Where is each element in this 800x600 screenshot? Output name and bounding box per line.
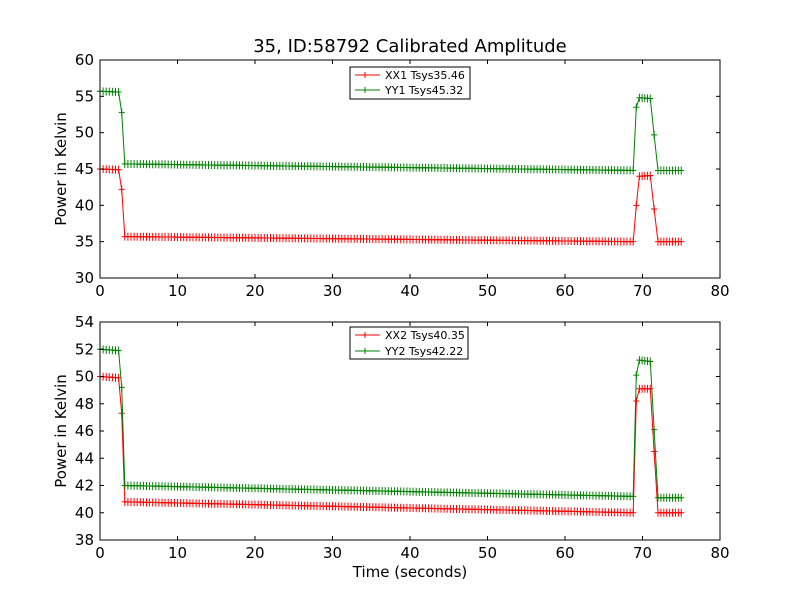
data-point-xx2 — [678, 508, 685, 517]
bottom-plot-panel: 0 10 20 30 40 50 60 70 80 38 40 42 44 46 48 50 52 54 Powe… — [52, 313, 730, 581]
data-point-xx1 — [630, 237, 637, 246]
data-point-yy2 — [678, 493, 685, 502]
data-point-yy1 — [651, 130, 658, 139]
top-y-tick-label: 45 — [75, 160, 94, 178]
series-markers-yy1 — [97, 87, 685, 175]
data-point-xx1 — [651, 204, 658, 213]
data-point-xx1 — [633, 201, 640, 210]
data-point-xx2 — [651, 447, 658, 456]
bottom-y-tick-label: 52 — [75, 340, 94, 358]
data-point-yy2 — [118, 383, 125, 392]
bottom-x-tick-label: 80 — [710, 544, 729, 562]
legend-label-xx2: XX2 Tsys40.35 — [385, 329, 465, 342]
data-point-xx1 — [678, 237, 685, 246]
top-plot-panel: 0 10 20 30 40 50 60 70 80 30 35 40 45 50 55 60 Power in… — [52, 51, 730, 300]
top-x-tick-label: 20 — [245, 282, 264, 300]
series-markers-xx1 — [97, 165, 685, 246]
data-point-xx2 — [118, 409, 125, 418]
top-x-tick-label: 40 — [400, 282, 419, 300]
bottom-x-tick-label: 30 — [323, 544, 342, 562]
top-plot-ticks: 0 10 20 30 40 50 60 70 80 30 35 40 45 50 55 60 — [75, 51, 730, 300]
data-point-yy2 — [115, 346, 122, 355]
data-point-xx1 — [647, 171, 654, 180]
data-point-yy1 — [118, 108, 125, 117]
data-point-xx2 — [630, 508, 637, 517]
bottom-y-tick-label: 38 — [75, 531, 94, 549]
data-point-xx1 — [118, 185, 125, 194]
data-point-yy2 — [651, 425, 658, 434]
top-x-tick-label: 0 — [95, 282, 105, 300]
bottom-y-tick-label: 46 — [75, 422, 94, 440]
data-point-yy2 — [647, 357, 654, 366]
top-legend: XX1 Tsys35.46 YY1 Tsys45.32 — [349, 66, 471, 100]
top-plot-data — [97, 87, 685, 246]
legend-label-xx1: XX1 Tsys35.46 — [385, 69, 465, 82]
legend-marker-xx1 — [362, 72, 368, 78]
data-point-yy2 — [630, 492, 637, 501]
bottom-legend-box — [349, 326, 469, 360]
legend-label-yy1: YY1 Tsys45.32 — [384, 84, 463, 97]
bottom-legend: XX2 Tsys40.35 YY2 Tsys42.22 — [349, 326, 469, 360]
legend-marker-xx2 — [362, 332, 368, 338]
series-markers-xx2 — [97, 372, 685, 517]
legend-marker-yy1 — [362, 87, 368, 93]
bottom-x-tick-label: 60 — [555, 544, 574, 562]
data-point-yy1 — [647, 94, 654, 103]
top-x-tick-label: 60 — [555, 282, 574, 300]
bottom-y-tick-label: 50 — [75, 368, 94, 386]
top-y-tick-label: 30 — [75, 269, 94, 287]
bottom-plot-data — [97, 345, 685, 517]
data-point-yy1 — [115, 87, 122, 96]
top-y-tick-label: 60 — [75, 51, 94, 69]
bottom-y-tick-label: 42 — [75, 477, 94, 495]
data-point-yy2 — [633, 371, 640, 380]
bottom-x-tick-label: 70 — [633, 544, 652, 562]
top-legend-box — [349, 66, 471, 100]
bottom-y-tick-label: 54 — [75, 313, 94, 331]
data-point-yy1 — [633, 103, 640, 112]
top-y-tick-label: 40 — [75, 196, 94, 214]
top-y-tick-label: 50 — [75, 124, 94, 142]
bottom-plot-ticks: 0 10 20 30 40 50 60 70 80 38 40 42 44 46 48 50 52 54 — [75, 313, 730, 562]
series-markers-yy2 — [97, 345, 685, 502]
bottom-y-tick-label: 40 — [75, 504, 94, 522]
bottom-x-tick-label: 50 — [478, 544, 497, 562]
bottom-y-axis-label: Power in Kelvin — [52, 374, 70, 488]
bottom-x-tick-label: 10 — [168, 544, 187, 562]
bottom-x-tick-label: 0 — [95, 544, 105, 562]
top-y-tick-label: 35 — [75, 233, 94, 251]
data-point-xx1 — [115, 165, 122, 174]
top-x-tick-label: 80 — [710, 282, 729, 300]
top-x-tick-label: 30 — [323, 282, 342, 300]
data-point-xx2 — [633, 397, 640, 406]
top-y-axis-label: Power in Kelvin — [52, 112, 70, 226]
bottom-y-tick-label: 48 — [75, 395, 94, 413]
legend-marker-yy2 — [362, 348, 368, 354]
top-x-tick-label: 50 — [478, 282, 497, 300]
top-x-tick-label: 70 — [633, 282, 652, 300]
data-point-yy1 — [630, 166, 637, 175]
bottom-x-tick-label: 20 — [245, 544, 264, 562]
bottom-x-tick-label: 40 — [400, 544, 419, 562]
top-y-tick-label: 55 — [75, 87, 94, 105]
data-point-yy1 — [678, 166, 685, 175]
top-x-tick-label: 10 — [168, 282, 187, 300]
legend-label-yy2: YY2 Tsys42.22 — [384, 345, 463, 358]
bottom-y-tick-label: 44 — [75, 449, 94, 467]
chart-title: 35, ID:58792 Calibrated Amplitude — [253, 36, 567, 57]
x-axis-label: Time (seconds) — [352, 563, 468, 581]
